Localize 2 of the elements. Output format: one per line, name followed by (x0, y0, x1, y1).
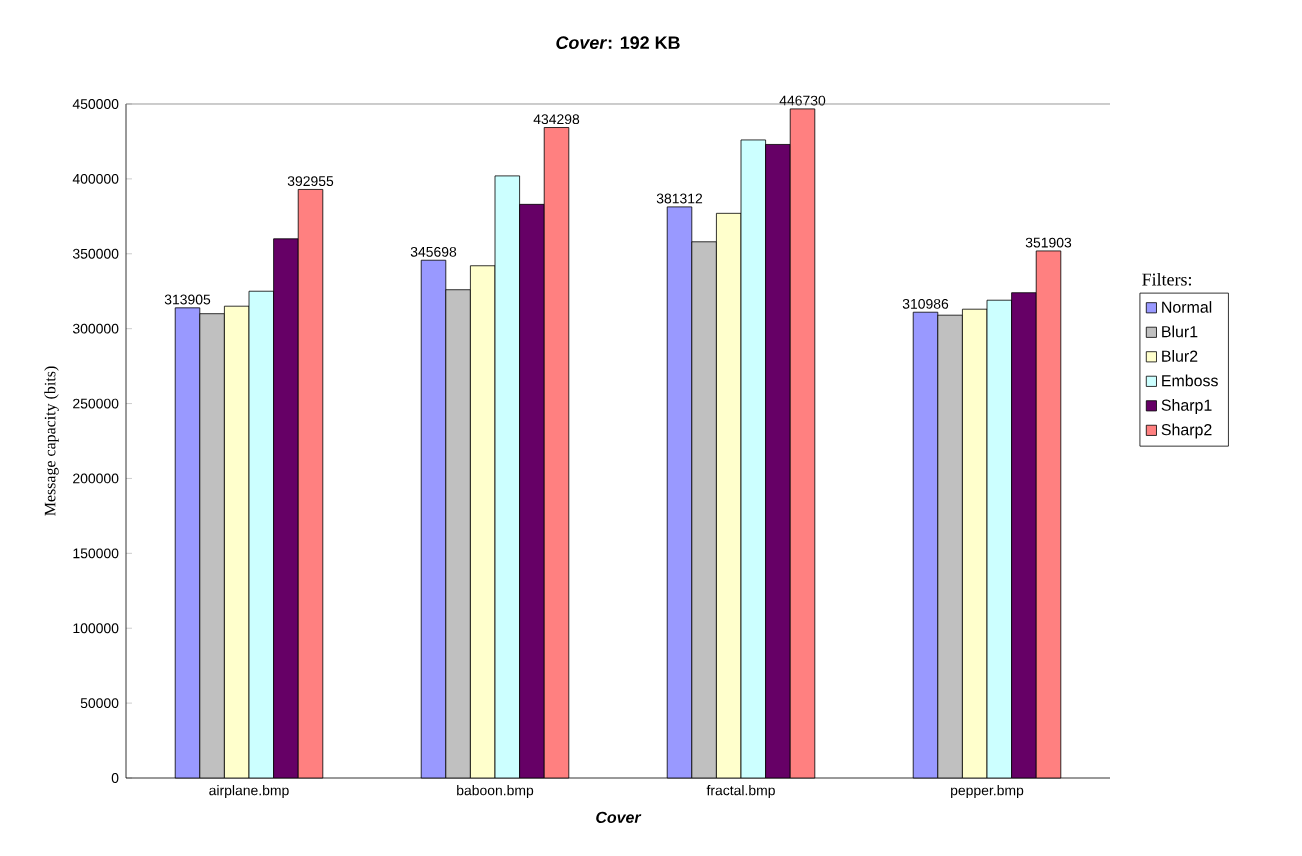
chart-title: Cover: 192 KB (556, 36, 680, 50)
legend-title: Filters: (1142, 272, 1192, 286)
